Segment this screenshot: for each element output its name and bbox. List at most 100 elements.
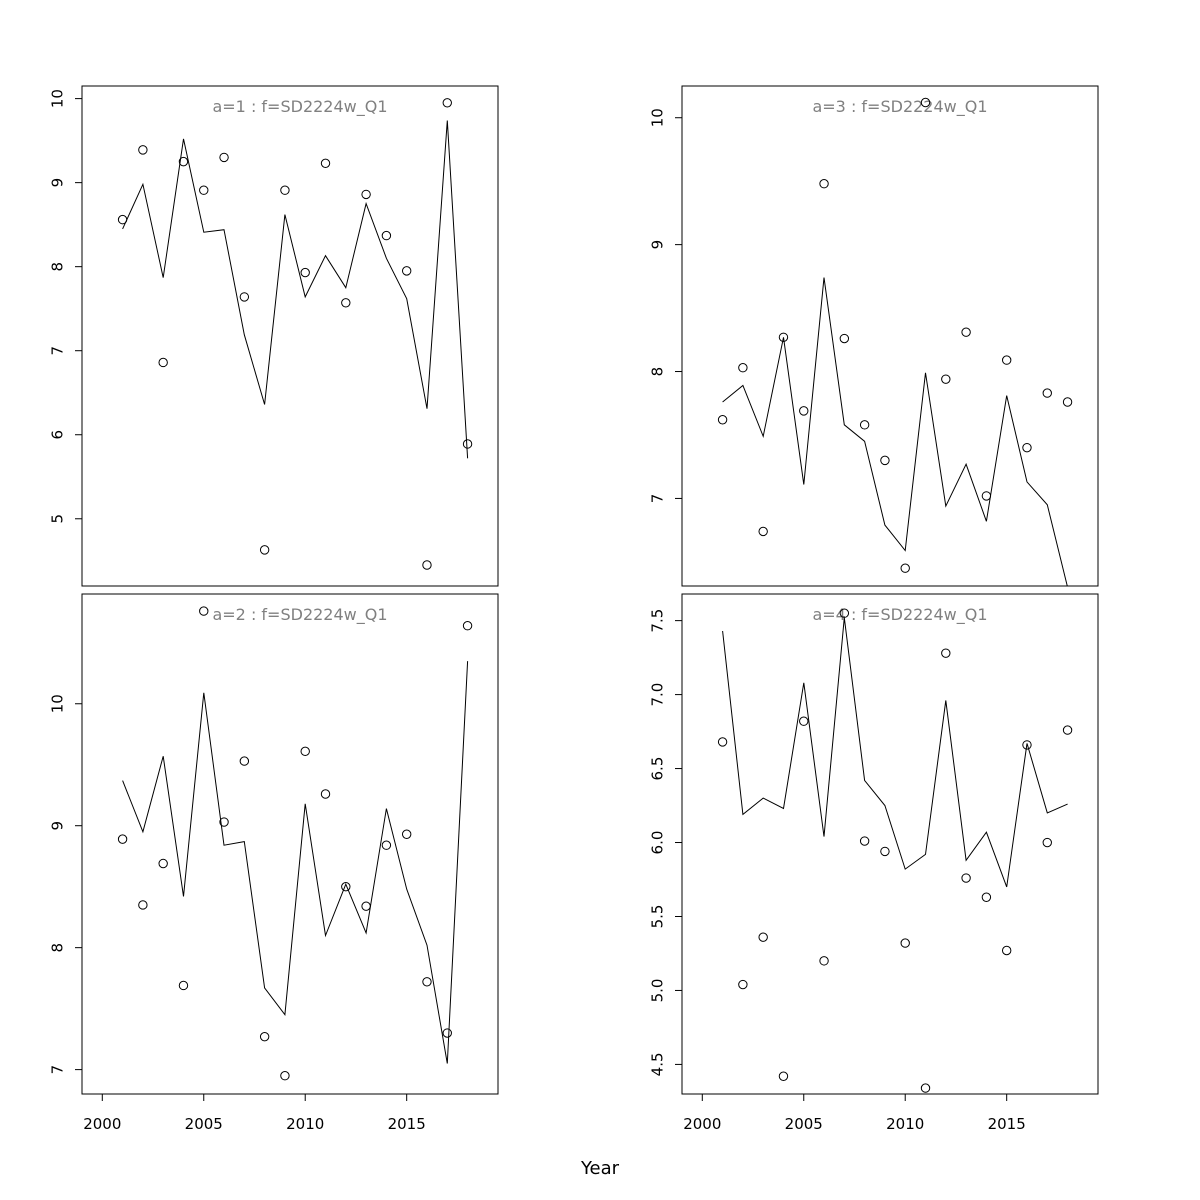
- plot-area: [122, 120, 469, 459]
- panel-title: a=2 : f=SD2224w_Q1: [212, 605, 387, 625]
- y-tick-label: 7: [649, 494, 667, 504]
- panel-title: a=3 : f=SD2224w_Q1: [812, 97, 987, 117]
- observed-point: [1001, 355, 1012, 365]
- x-tick-label: 2010: [286, 1115, 324, 1133]
- observed-point: [758, 526, 768, 537]
- fitted-line: [722, 277, 1068, 586]
- x-axis-label: Year: [580, 1158, 620, 1179]
- observed-point: [717, 415, 728, 425]
- panel-frame: [81, 85, 499, 587]
- observed-point: [941, 648, 951, 658]
- observed-point: [920, 1083, 931, 1093]
- fitted-line: [122, 661, 469, 1064]
- observed-point: [158, 357, 168, 368]
- observed-point: [1042, 388, 1052, 398]
- observed-point: [361, 189, 371, 200]
- observed-point: [381, 840, 392, 850]
- observed-point: [280, 1071, 290, 1081]
- observed-point: [199, 185, 209, 195]
- y-tick-label: 8: [49, 262, 67, 272]
- y-tick-label: 6.5: [649, 757, 667, 781]
- x-tick-label: 2015: [388, 1115, 426, 1133]
- y-tick-label: 9: [649, 240, 667, 250]
- observed-point: [300, 267, 310, 278]
- observed-point: [280, 185, 290, 195]
- observed-point: [381, 230, 392, 241]
- observed-point: [717, 737, 728, 747]
- observed-point: [778, 332, 789, 342]
- observed-point: [981, 892, 992, 902]
- plot-area: [722, 617, 1068, 888]
- observed-point: [738, 979, 748, 990]
- observed-point: [799, 716, 809, 726]
- observed-point: [819, 179, 829, 189]
- observed-point: [341, 881, 351, 892]
- panel-2: 7 8 9 10 a=3 : f=SD2224w_Q1: [649, 85, 1099, 587]
- fitted-line: [122, 120, 469, 459]
- panel-3: 7 8 9 10 2000 2005 2010 2015 a=2 : f=SD2224w_Q1: [49, 593, 499, 1133]
- observed-point: [320, 158, 331, 169]
- observed-point: [178, 156, 189, 167]
- x-tick-label: 2000: [683, 1115, 721, 1133]
- fitted-line: [722, 617, 1068, 888]
- x-tick-label: 2005: [185, 1115, 223, 1133]
- observed-point: [859, 836, 870, 846]
- observed-point: [199, 606, 209, 616]
- observed-point: [1001, 945, 1012, 956]
- observed-point: [981, 491, 992, 501]
- x-tick-label: 2005: [785, 1115, 823, 1133]
- y-tick-label: 7: [49, 1065, 67, 1075]
- panel-frame: [681, 85, 1099, 587]
- observed-point: [138, 900, 148, 910]
- y-tick-label: 5.0: [649, 979, 667, 1003]
- observed-point: [117, 834, 128, 844]
- observed-point: [819, 956, 829, 966]
- observed-point: [799, 406, 809, 416]
- observed-point: [880, 846, 890, 857]
- y-tick-label: 6: [49, 430, 67, 440]
- observed-point: [117, 214, 128, 225]
- observed-point: [361, 901, 371, 911]
- observed-point: [758, 932, 768, 942]
- y-tick-label: 5: [49, 514, 67, 524]
- y-tick-label: 7: [49, 346, 67, 356]
- observed-point: [219, 152, 229, 163]
- observed-point: [839, 608, 850, 618]
- observed-point: [401, 266, 412, 276]
- observed-point: [941, 374, 951, 384]
- observed-point: [880, 455, 890, 466]
- y-tick-label: 8: [49, 943, 67, 953]
- observed-point: [219, 817, 229, 827]
- y-tick-label: 10: [49, 694, 67, 713]
- y-tick-label: 9: [49, 821, 67, 831]
- observed-point: [341, 298, 351, 308]
- y-tick-label: 9: [49, 178, 67, 188]
- y-tick-label: 6.0: [649, 831, 667, 855]
- x-tick-label: 2000: [83, 1115, 121, 1133]
- panel-1: 5 6 7 8 9 10 a=1 : f=SD2224w_Q1: [49, 85, 499, 587]
- observed-point: [1062, 397, 1073, 407]
- observed-point: [462, 439, 473, 449]
- observed-point: [900, 938, 910, 948]
- observed-point: [900, 563, 910, 573]
- observed-point: [442, 98, 452, 108]
- observed-point: [961, 327, 971, 337]
- observed-point: [259, 545, 270, 555]
- observed-point: [320, 789, 331, 799]
- plot-area: [122, 661, 469, 1064]
- observed-point: [859, 420, 870, 430]
- y-tick-label: 5.5: [649, 905, 667, 929]
- y-tick-label: 10: [49, 89, 67, 108]
- observed-point: [920, 97, 931, 108]
- observed-point: [178, 980, 189, 991]
- panel-4: 4.5 5.0 5.5 6.0 6.5 7.0 7.5 2000 2005 2010 2015 a=4…: [649, 593, 1099, 1133]
- observed-point: [401, 829, 412, 839]
- observed-point: [1022, 740, 1032, 750]
- panel-title: a=4 : f=SD2224w_Q1: [812, 605, 987, 625]
- observed-point: [259, 1031, 270, 1042]
- observed-point: [839, 333, 850, 344]
- y-tick-label: 10: [649, 108, 667, 127]
- observed-point: [239, 756, 250, 766]
- observed-point: [1042, 837, 1052, 848]
